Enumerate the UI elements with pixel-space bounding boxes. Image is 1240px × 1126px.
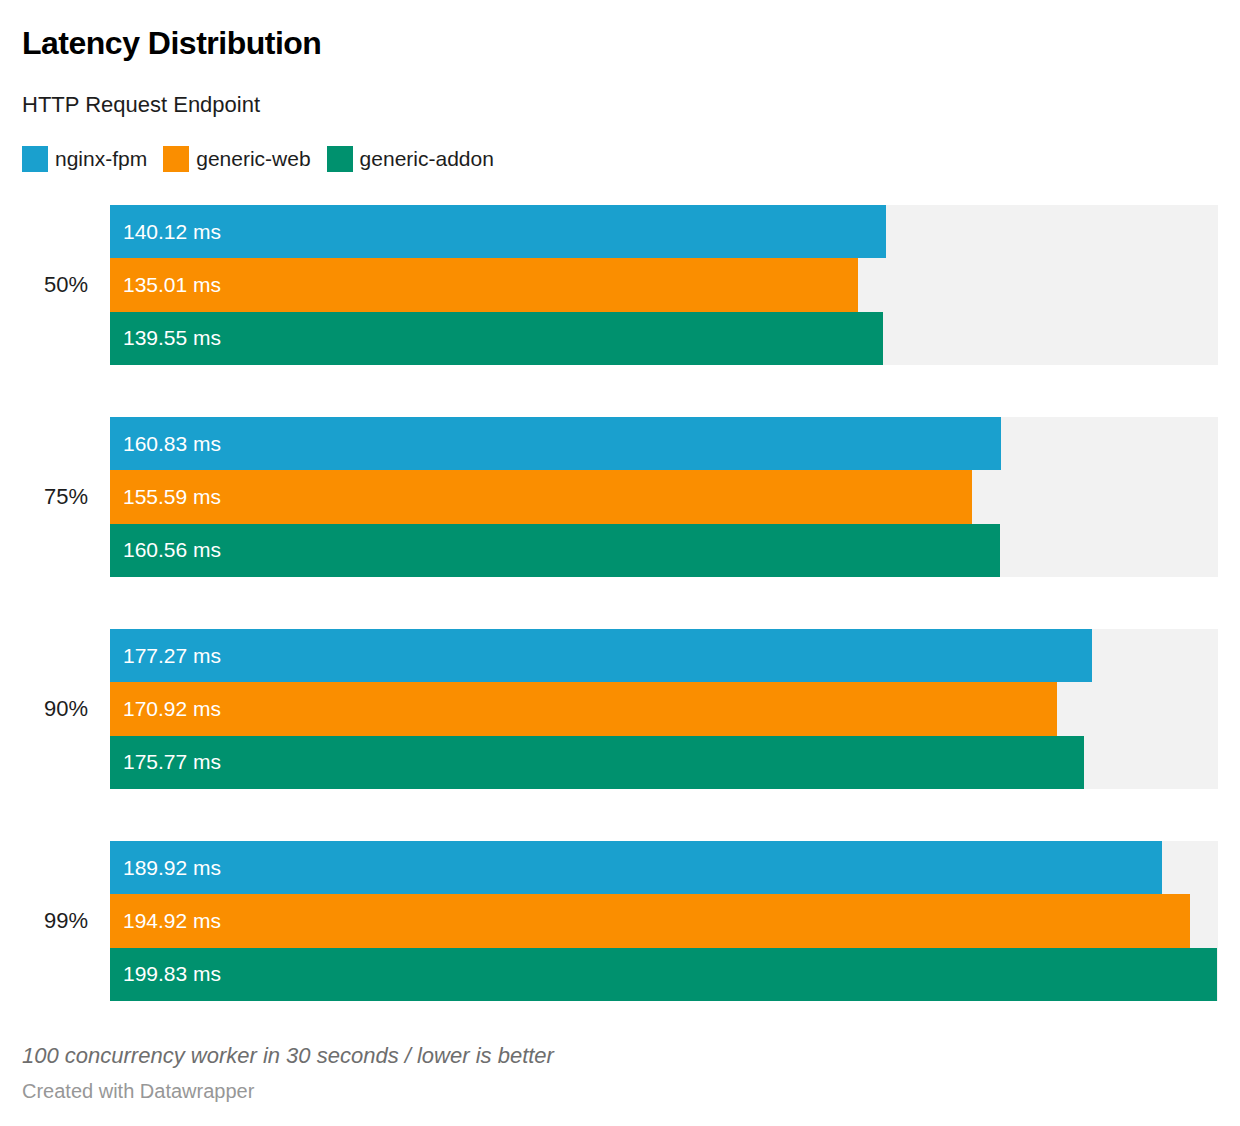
bar-value-label: 189.92 ms xyxy=(123,856,221,880)
bar-generic-web: 135.01 ms xyxy=(110,258,858,311)
bar-group-50: 50% 140.12 ms 135.01 ms 139.55 ms xyxy=(22,205,1218,365)
bar-track: 177.27 ms 170.92 ms 175.77 ms xyxy=(110,629,1218,789)
bar-value-label: 135.01 ms xyxy=(123,273,221,297)
legend-swatch-icon xyxy=(327,146,353,172)
bar-value-label: 160.56 ms xyxy=(123,538,221,562)
bar-value-label: 160.83 ms xyxy=(123,432,221,456)
chart-title: Latency Distribution xyxy=(22,24,1218,62)
chart-subtitle: HTTP Request Endpoint xyxy=(22,92,1218,118)
bar-nginx-fpm: 177.27 ms xyxy=(110,629,1092,682)
bar-generic-addon: 199.83 ms xyxy=(110,948,1217,1001)
category-label: 75% xyxy=(22,417,110,577)
bar-nginx-fpm: 189.92 ms xyxy=(110,841,1162,894)
bar-generic-addon: 139.55 ms xyxy=(110,312,883,365)
bar-generic-addon: 175.77 ms xyxy=(110,736,1084,789)
legend: nginx-fpm generic-web generic-addon xyxy=(22,146,1218,172)
legend-swatch-icon xyxy=(163,146,189,172)
bar-value-label: 155.59 ms xyxy=(123,485,221,509)
legend-item-nginx-fpm: nginx-fpm xyxy=(22,146,147,172)
legend-swatch-icon xyxy=(22,146,48,172)
bar-track: 189.92 ms 194.92 ms 199.83 ms xyxy=(110,841,1218,1001)
legend-item-generic-web: generic-web xyxy=(163,146,310,172)
bar-group-99: 99% 189.92 ms 194.92 ms 199.83 ms xyxy=(22,841,1218,1001)
bar-value-label: 177.27 ms xyxy=(123,644,221,668)
bar-generic-web: 170.92 ms xyxy=(110,682,1057,735)
bar-generic-web: 155.59 ms xyxy=(110,470,972,523)
bar-value-label: 139.55 ms xyxy=(123,326,221,350)
legend-label: nginx-fpm xyxy=(55,147,147,171)
bar-generic-web: 194.92 ms xyxy=(110,894,1190,947)
bar-nginx-fpm: 160.83 ms xyxy=(110,417,1001,470)
bar-value-label: 175.77 ms xyxy=(123,750,221,774)
category-label: 50% xyxy=(22,205,110,365)
bar-chart: 50% 140.12 ms 135.01 ms 139.55 ms 75% 16… xyxy=(22,205,1218,1001)
legend-label: generic-web xyxy=(196,147,310,171)
bar-group-90: 90% 177.27 ms 170.92 ms 175.77 ms xyxy=(22,629,1218,789)
legend-item-generic-addon: generic-addon xyxy=(327,146,494,172)
bar-value-label: 199.83 ms xyxy=(123,962,221,986)
category-label: 90% xyxy=(22,629,110,789)
bar-value-label: 194.92 ms xyxy=(123,909,221,933)
bar-value-label: 170.92 ms xyxy=(123,697,221,721)
bar-nginx-fpm: 140.12 ms xyxy=(110,205,886,258)
legend-label: generic-addon xyxy=(360,147,494,171)
bar-track: 140.12 ms 135.01 ms 139.55 ms xyxy=(110,205,1218,365)
bar-value-label: 140.12 ms xyxy=(123,220,221,244)
bar-group-75: 75% 160.83 ms 155.59 ms 160.56 ms xyxy=(22,417,1218,577)
datawrapper-credit: Created with Datawrapper xyxy=(22,1080,1218,1103)
category-label: 99% xyxy=(22,841,110,1001)
bar-track: 160.83 ms 155.59 ms 160.56 ms xyxy=(110,417,1218,577)
chart-container: Latency Distribution HTTP Request Endpoi… xyxy=(0,0,1240,1103)
footnote: 100 concurrency worker in 30 seconds / l… xyxy=(22,1043,1218,1069)
bar-generic-addon: 160.56 ms xyxy=(110,524,1000,577)
